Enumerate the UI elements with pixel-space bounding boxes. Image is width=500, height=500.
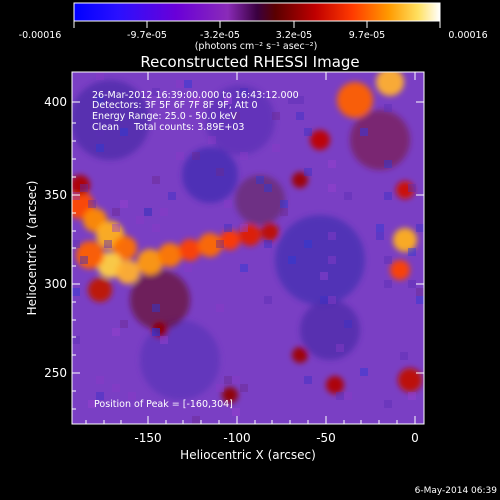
observation-annotations: 26-Mar-2012 16:39:00.000 to 16:43:12.000…: [92, 90, 299, 133]
annotation-counts: Clean Total counts: 3.89E+03: [92, 122, 244, 133]
colorbar-units: (photons cm⁻² s⁻¹ asec⁻²): [195, 41, 318, 52]
y-tick-label: 300: [44, 277, 67, 291]
y-tick-label: 400: [44, 95, 67, 109]
colorbar-tick-label: 9.7e-05: [349, 30, 385, 41]
flux-map: [72, 72, 424, 424]
axis-ticks: [72, 72, 424, 424]
y-tick-label: 250: [44, 366, 67, 380]
colorbar-ticks: [73, 21, 441, 28]
colorbar-tick-label: -0.00016: [19, 30, 62, 41]
colorbar-tick-label: -9.7e-05: [127, 30, 167, 41]
x-tick-label: 0: [411, 431, 419, 445]
colorbar: -0.00016 -9.7e-05 -3.2e-05 3.2e-05 9.7e-…: [19, 2, 488, 52]
annotation-detectors: Detectors: 3F 5F 6F 7F 8F 9F, Att 0: [92, 100, 258, 111]
annotation-time-range: 26-Mar-2012 16:39:00.000 to 16:43:12.000: [92, 90, 299, 101]
peak-position-label: Position of Peak = [-160,304]: [94, 399, 233, 410]
footer-timestamp: 6-May-2014 06:39: [415, 486, 498, 496]
y-tick-label: 350: [44, 188, 67, 202]
colorbar-gradient: [73, 2, 441, 22]
x-tick-label: -100: [223, 431, 250, 445]
image-plot: -150 -100 -50 0 250 300 350 400 Heliocen…: [25, 71, 425, 462]
colorbar-tick-label: -3.2e-05: [200, 30, 240, 41]
colorbar-tick-label: 3.2e-05: [276, 30, 312, 41]
x-tick-label: -50: [316, 431, 336, 445]
x-tick-label: -150: [134, 431, 161, 445]
annotation-energy-range: Energy Range: 25.0 - 50.0 keV: [92, 111, 237, 122]
colorbar-tick-label: 0.00016: [448, 30, 487, 41]
image-title: Reconstructed RHESSI Image: [140, 53, 359, 71]
x-axis-label: Heliocentric X (arcsec): [180, 448, 316, 462]
y-axis-label: Heliocentric Y (arcsec): [25, 181, 39, 316]
